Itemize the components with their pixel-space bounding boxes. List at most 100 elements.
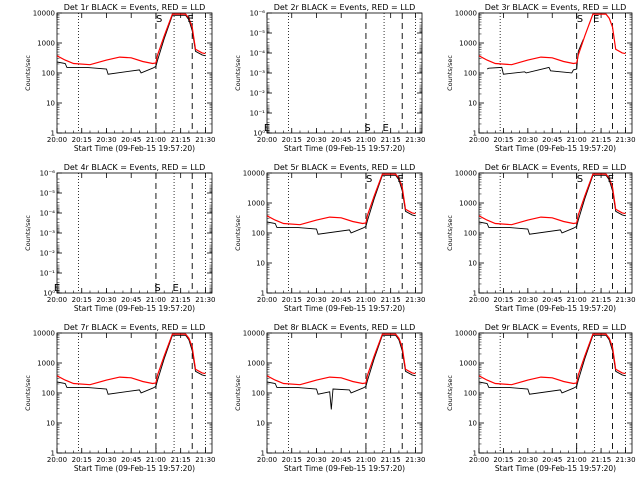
x-tick-label: 20:45 (121, 136, 141, 144)
event-marker-label: E (608, 174, 614, 185)
x-tick-label: 20:45 (121, 296, 141, 304)
y-tick-label: 10⁻¹ (40, 270, 56, 278)
event-marker-label: S (154, 283, 160, 294)
panel-7: Det 7r BLACK = Events, RED = LLD 20:00 20:… (24, 323, 215, 473)
y-tick-label: 1000 (459, 200, 477, 208)
panel-1: Det 1r BLACK = Events, RED = LLD 20:00 20:… (24, 3, 215, 153)
y-tick-label: 1000 (247, 360, 265, 368)
x-tick-label: 20:45 (331, 296, 351, 304)
event-marker-label: S (366, 174, 372, 185)
plot-frame (56, 332, 213, 454)
x-tick-label: 21:15 (591, 456, 611, 464)
plot-frame (478, 172, 633, 294)
lld-series-line (479, 173, 626, 226)
y-tick-label: 10000 (243, 330, 265, 338)
y-axis-label: Counts/sec (24, 375, 32, 411)
y-tick-label: 10000 (455, 170, 477, 178)
x-tick-label: 21:00 (356, 296, 376, 304)
x-tick-label: 20:15 (282, 296, 302, 304)
y-tick-label: 100 (252, 230, 265, 238)
lld-series-line (267, 173, 416, 226)
events-series-line (486, 39, 584, 75)
x-tick-label: 20:15 (282, 456, 302, 464)
y-tick-label: 10⁻⁶ (250, 10, 266, 18)
x-tick-label: 20:00 (47, 456, 67, 464)
events-series-line (57, 14, 206, 75)
panel-title: Det 4r BLACK = Events, RED = LLD (64, 163, 206, 172)
panel-6: Det 6r BLACK = Events, RED = LLD 20:00 20:… (446, 163, 636, 313)
x-tick-label: 20:15 (493, 296, 513, 304)
x-tick-label: 21:30 (405, 136, 425, 144)
x-tick-label: 20:45 (542, 296, 562, 304)
panel-title: Det 3r BLACK = Events, RED = LLD (485, 3, 627, 12)
x-tick-label: 20:30 (518, 136, 538, 144)
y-tick-label: 10 (256, 420, 265, 428)
x-axis-label: Start Time (09-Feb-15 19:57:20) (74, 144, 195, 153)
x-axis-label: Start Time (09-Feb-15 19:57:20) (284, 464, 405, 473)
y-tick-label: 10⁻¹ (250, 110, 266, 118)
lld-series-line (57, 333, 206, 386)
x-tick-label: 21:30 (195, 296, 215, 304)
x-tick-label: 21:00 (356, 136, 376, 144)
lld-series-line (479, 333, 626, 386)
event-marker-label: E (173, 283, 179, 294)
lld-series-line (479, 13, 626, 66)
lld-series-line (267, 333, 416, 386)
events-series-line (267, 174, 416, 235)
y-axis-label: Counts/sec (24, 55, 32, 91)
x-tick-label: 21:00 (146, 136, 166, 144)
y-tick-label: 10⁰ (43, 290, 55, 298)
y-tick-label: 100 (464, 390, 477, 398)
panel-title: Det 5r BLACK = Events, RED = LLD (274, 163, 416, 172)
x-tick-label: 21:15 (591, 136, 611, 144)
event-marker-label: S (577, 174, 583, 185)
events-series-line (479, 174, 626, 235)
y-tick-label: 10000 (455, 330, 477, 338)
x-tick-label: 21:00 (146, 296, 166, 304)
y-tick-label: 100 (42, 390, 55, 398)
x-tick-label: 20:45 (121, 456, 141, 464)
x-tick-label: 21:00 (567, 136, 587, 144)
x-tick-label: 21:00 (567, 456, 587, 464)
x-tick-label: 20:15 (72, 136, 92, 144)
x-tick-label: 21:30 (405, 296, 425, 304)
x-tick-label: 21:15 (591, 296, 611, 304)
y-axis-label: Counts/sec (234, 215, 242, 251)
y-tick-label: 1 (261, 450, 265, 458)
x-tick-label: 21:15 (171, 456, 191, 464)
y-tick-label: 100 (464, 70, 477, 78)
y-tick-label: 1000 (37, 360, 55, 368)
lld-series-line (57, 13, 206, 66)
plot-frame (478, 332, 633, 454)
event-marker-label: E (383, 123, 389, 134)
x-tick-label: 21:30 (615, 136, 635, 144)
y-axis-label: Counts/sec (234, 375, 242, 411)
y-tick-label: 1 (51, 450, 55, 458)
y-tick-label: 1000 (459, 40, 477, 48)
x-tick-label: 20:00 (257, 296, 277, 304)
x-axis-label: Start Time (09-Feb-15 19:57:20) (74, 464, 195, 473)
y-tick-label: 100 (252, 390, 265, 398)
x-tick-label: 20:45 (331, 456, 351, 464)
plot-frame (56, 172, 213, 294)
panel-5: Det 5r BLACK = Events, RED = LLD 20:00 20:… (234, 163, 425, 313)
y-tick-label: 10000 (33, 330, 55, 338)
y-tick-label: 10 (46, 100, 55, 108)
panel-8: Det 8r BLACK = Events, RED = LLD 20:00 20:… (234, 323, 425, 473)
x-tick-label: 21:15 (171, 136, 191, 144)
x-tick-label: 20:15 (72, 456, 92, 464)
x-tick-label: 20:30 (96, 296, 116, 304)
y-tick-label: 10 (46, 420, 55, 428)
event-marker-label: E (264, 123, 270, 134)
y-tick-label: 10 (468, 100, 477, 108)
x-tick-label: 20:00 (257, 136, 277, 144)
y-tick-label: 10 (468, 420, 477, 428)
y-tick-label: 10⁻⁵ (40, 190, 56, 198)
x-axis-label: Start Time (09-Feb-15 19:57:20) (284, 304, 405, 313)
y-tick-label: 10⁻² (250, 90, 266, 98)
x-tick-label: 21:00 (567, 296, 587, 304)
y-tick-label: 10⁻³ (40, 230, 56, 238)
y-axis-label: Counts/sec (234, 55, 242, 91)
y-axis-label: Counts/sec (446, 55, 454, 91)
